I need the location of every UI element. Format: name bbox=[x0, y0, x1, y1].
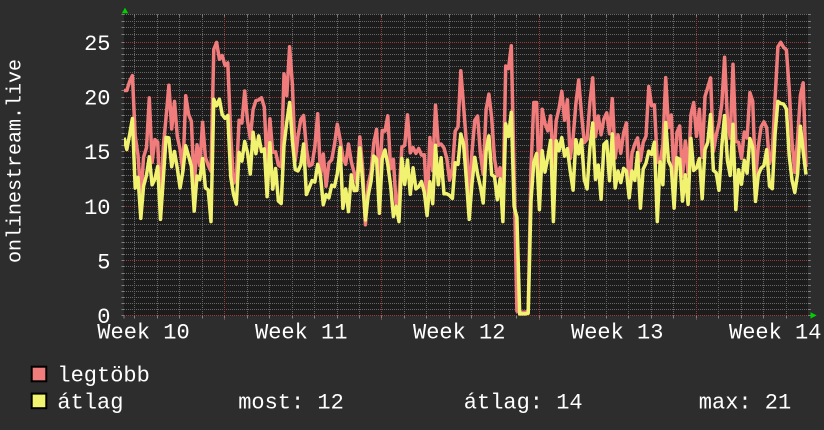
svg-text:20: 20 bbox=[84, 87, 110, 112]
svg-text:átlag: 14: átlag: 14 bbox=[464, 391, 583, 416]
svg-text:max: 21: max: 21 bbox=[699, 391, 791, 416]
svg-text:Week 12: Week 12 bbox=[413, 321, 505, 346]
svg-text:Week 14: Week 14 bbox=[729, 321, 821, 346]
svg-text:Week 10: Week 10 bbox=[97, 321, 189, 346]
svg-text:Week 13: Week 13 bbox=[571, 321, 663, 346]
svg-text:legtöbb: legtöbb bbox=[57, 364, 149, 389]
svg-text:Week 11: Week 11 bbox=[255, 321, 347, 346]
svg-text:15: 15 bbox=[84, 141, 110, 166]
svg-text:25: 25 bbox=[84, 32, 110, 57]
svg-text:10: 10 bbox=[84, 196, 110, 221]
svg-text:0: 0 bbox=[97, 305, 110, 330]
svg-text:5: 5 bbox=[97, 251, 110, 276]
svg-text:átlag: átlag bbox=[57, 391, 123, 416]
svg-text:onlinestream.live: onlinestream.live bbox=[5, 59, 28, 263]
svg-text:most: 12: most: 12 bbox=[238, 391, 344, 416]
